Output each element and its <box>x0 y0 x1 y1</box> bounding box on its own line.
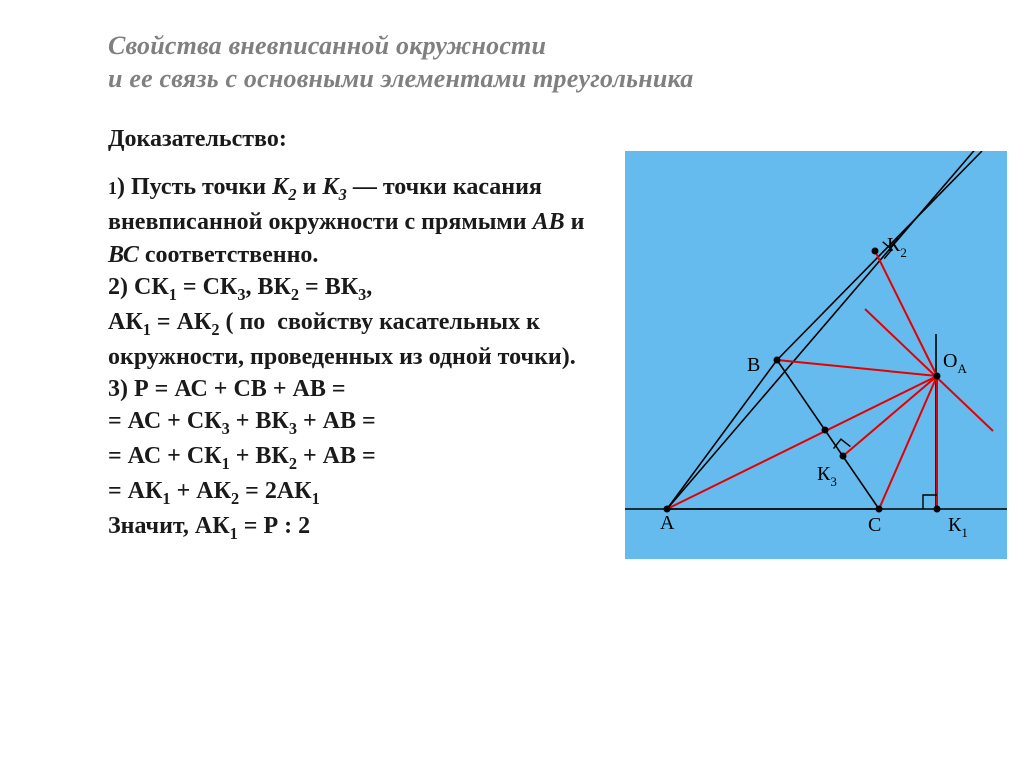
slide: Свойства вневписанной окружности и ее св… <box>0 0 1024 767</box>
geometry-figure: А В С ОА К1 К2 К3 <box>625 151 1007 559</box>
proof-step-1: 1) Пусть точки К2 и К3 — точки касания в… <box>108 171 613 271</box>
title-line-2: и ее связь с основными элементами треуго… <box>108 63 976 96</box>
proof-header: Доказательство: <box>108 123 613 155</box>
svg-text:ОА: ОА <box>943 350 967 376</box>
svg-text:В: В <box>747 354 760 376</box>
proof-step-4: Значит, АК1 = Р : 2 <box>108 510 613 545</box>
svg-text:К3: К3 <box>817 463 837 489</box>
svg-text:К2: К2 <box>887 234 907 260</box>
svg-text:К1: К1 <box>948 514 968 540</box>
figure-column: А В С ОА К1 К2 К3 <box>625 151 1007 559</box>
proof-step-3: 3) Р = АС + СВ + АВ == АС + СК3 + ВК3 + … <box>108 373 613 510</box>
proof-text: Доказательство: 1) Пусть точки К2 и К3 —… <box>108 123 613 545</box>
svg-text:С: С <box>868 514 881 536</box>
svg-text:А: А <box>660 512 675 534</box>
slide-title: Свойства вневписанной окружности и ее св… <box>108 30 976 95</box>
proof-step-2: 2) СК1 = СК3, ВК2 = ВК3,АК1 = АК2 ( по с… <box>108 271 613 373</box>
content-row: Доказательство: 1) Пусть точки К2 и К3 —… <box>108 123 976 559</box>
title-line-1: Свойства вневписанной окружности <box>108 30 976 63</box>
